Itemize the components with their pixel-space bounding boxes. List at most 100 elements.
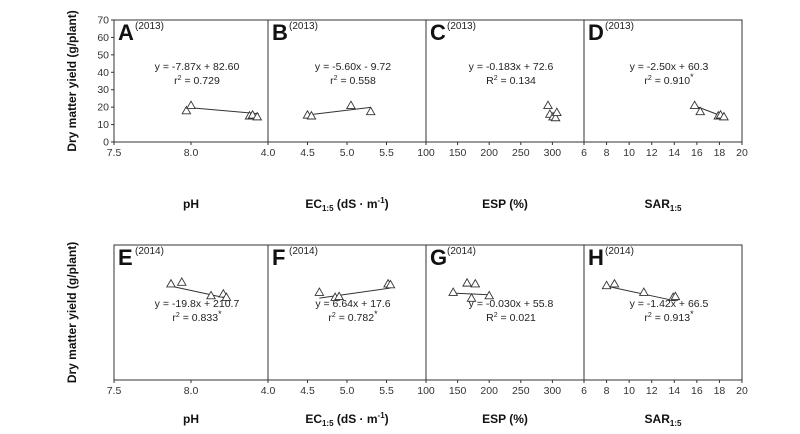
x-tick-label: 150: [449, 385, 467, 397]
y-tick-label: 60: [97, 32, 109, 44]
data-point: [609, 278, 620, 288]
y-tick-label: 30: [97, 84, 109, 96]
x-tick-label: 6: [581, 385, 587, 397]
data-point: [718, 111, 729, 121]
panel-letter: E: [118, 245, 133, 270]
panel-letter: H: [588, 245, 604, 270]
panel-letter: B: [272, 20, 288, 45]
data-point: [462, 277, 473, 287]
panel-year: (2014): [289, 246, 318, 257]
x-tick-label: 8.0: [184, 147, 199, 159]
data-point: [550, 112, 561, 122]
data-point: [543, 100, 553, 110]
regression-equation: y = -0.183x + 72.6: [469, 61, 554, 73]
chart-panel-e: 7.5 8.0 pH E (2014) y = -19.8x + 210.7r2 = 0.…: [107, 244, 269, 426]
x-tick-label: 16: [691, 147, 703, 159]
regression-equation: y = -19.8x + 210.7: [155, 298, 240, 310]
x-tick-label: 8: [604, 385, 610, 397]
data-point: [345, 100, 356, 110]
r-squared: r2 = 0.913*: [644, 309, 694, 324]
x-tick-label: 100: [417, 147, 435, 159]
x-tick-label: 5.0: [340, 385, 355, 397]
regression-equation: y = -2.50x + 60.3: [630, 61, 709, 73]
x-tick-label: 8.0: [184, 385, 199, 397]
regression-line: [319, 287, 391, 299]
data-point: [689, 100, 700, 110]
regression-equation: y = -7.87x + 82.60: [155, 61, 240, 73]
x-tick-label: 10: [623, 147, 635, 159]
x-axis-label: EC1:5 (dS · m-1): [305, 196, 388, 213]
panel-year: (2013): [135, 21, 164, 32]
x-tick-label: 12: [646, 385, 658, 397]
x-tick-label: 18: [714, 385, 726, 397]
data-point: [448, 287, 459, 296]
y-tick-label: 70: [97, 15, 109, 27]
x-axis-label: pH: [183, 197, 199, 211]
x-axis-label: SAR1:5: [645, 412, 682, 428]
x-tick-label: 18: [714, 147, 726, 159]
plot-frame: [583, 244, 743, 381]
x-tick-label: 6: [581, 147, 587, 159]
x-axis-label: EC1:5 (dS · m-1): [305, 411, 388, 428]
y-axis-label: Dry matter yield (g/plant): [65, 242, 79, 383]
r-squared: R2 = 0.021: [486, 312, 536, 324]
x-tick-label: 14: [668, 147, 680, 159]
x-tick-label: 7.5: [107, 147, 122, 159]
data-point: [385, 279, 396, 289]
data-point: [306, 110, 317, 120]
data-point: [252, 111, 263, 121]
data-point: [176, 277, 187, 286]
y-tick-label: 50: [97, 49, 109, 61]
panel-letter: D: [588, 20, 604, 45]
data-point: [470, 278, 481, 288]
x-tick-label: 4.0: [261, 385, 276, 397]
panel-year: (2014): [605, 246, 634, 257]
x-tick-label: 250: [512, 147, 530, 159]
regression-line: [187, 106, 259, 115]
r-squared: r2 = 0.558: [330, 75, 376, 87]
x-tick-label: 5.5: [379, 147, 394, 159]
x-tick-label: 10: [623, 385, 635, 397]
r-squared: r2 = 0.729: [174, 75, 220, 87]
data-point: [695, 106, 706, 116]
panel-year: (2014): [447, 246, 476, 257]
x-tick-label: 20: [736, 147, 748, 159]
data-point: [484, 290, 495, 300]
x-axis-label: SAR1:5: [645, 197, 682, 213]
data-point: [186, 100, 196, 110]
x-tick-label: 300: [544, 147, 562, 159]
data-point: [166, 278, 176, 288]
regression-equation: y = -0.030x + 55.8: [469, 298, 554, 310]
x-tick-label: 12: [646, 147, 658, 159]
x-tick-label: 4.0: [261, 147, 276, 159]
x-tick-label: 14: [668, 385, 680, 397]
y-axis-label: Dry matter yield (g/plant): [65, 10, 79, 151]
y-tick-label: 40: [97, 67, 109, 79]
regression-line: [307, 106, 371, 116]
y-tick-label: 0: [103, 137, 109, 149]
r-squared: r2 = 0.833*: [172, 309, 222, 324]
x-axis-label: ESP (%): [482, 197, 528, 211]
data-point: [181, 105, 192, 115]
r-squared: r2 = 0.910*: [644, 72, 694, 87]
panel-letter: C: [430, 20, 446, 45]
data-point: [221, 292, 232, 301]
x-tick-label: 20: [736, 385, 748, 397]
x-axis-label: ESP (%): [482, 412, 528, 426]
y-tick-label: 10: [97, 119, 109, 131]
x-tick-label: 8: [604, 147, 610, 159]
x-tick-label: 5.5: [379, 385, 394, 397]
regression-equation: y = -1.42x + 66.5: [630, 298, 709, 310]
r-squared: R2 = 0.134: [486, 75, 536, 87]
data-point: [670, 291, 681, 301]
panel-letter: G: [430, 245, 447, 270]
panel-year: (2014): [135, 246, 164, 257]
y-tick-label: 20: [97, 102, 109, 114]
panel-year: (2013): [605, 21, 634, 32]
x-tick-label: 250: [512, 385, 530, 397]
chart-panel-a: 0 10 20 30 40 50 60 70 7.5 8.0 pH A (2013) y = -7.87x…: [97, 15, 269, 211]
r-squared: r2 = 0.782*: [328, 309, 378, 324]
x-tick-label: 4.5: [300, 147, 315, 159]
x-tick-label: 16: [691, 385, 703, 397]
x-tick-label: 150: [449, 147, 467, 159]
